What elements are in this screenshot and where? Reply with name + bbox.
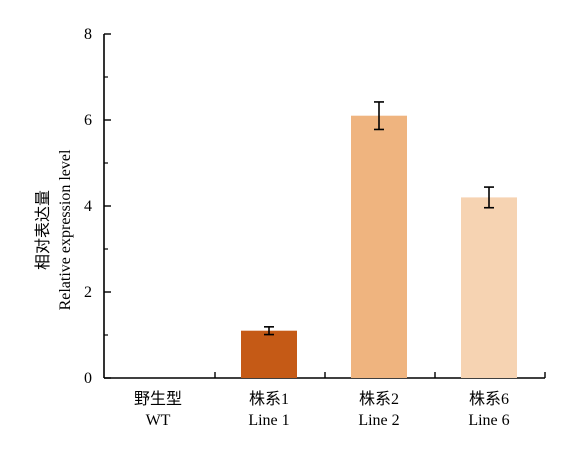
y-tick-label: 8 (84, 26, 92, 43)
y-tick-label: 0 (84, 370, 92, 387)
x-category-label-cn: 株系2 (359, 390, 399, 408)
bar (241, 330, 297, 378)
bar (461, 197, 517, 378)
x-category-label-en: Line 1 (248, 412, 289, 429)
x-category-label-en: WT (146, 412, 171, 429)
x-labels: 野生型 WT 株系1 Line 1 株系2 Line 2 株系6 Line 6 (134, 390, 510, 429)
y-ticks: 0 2 4 6 8 (84, 26, 111, 387)
error-bars (264, 101, 494, 336)
y-axis-title-cn: 相对表达量 (34, 190, 52, 270)
x-category-label-cn: 株系6 (469, 390, 509, 408)
y-tick-label: 4 (84, 198, 92, 215)
y-tick-label: 6 (84, 112, 92, 129)
x-category-label-en: Line 6 (468, 412, 509, 429)
x-category-label-cn: 野生型 (134, 390, 182, 408)
bar (351, 115, 407, 378)
y-tick-label: 2 (84, 284, 92, 301)
x-category-label-en: Line 2 (358, 412, 399, 429)
bars (241, 115, 517, 378)
y-axis-title: 相对表达量 Relative expression level (34, 149, 74, 310)
y-axis-title-en: Relative expression level (57, 149, 74, 310)
x-category-label-cn: 株系1 (249, 390, 289, 408)
